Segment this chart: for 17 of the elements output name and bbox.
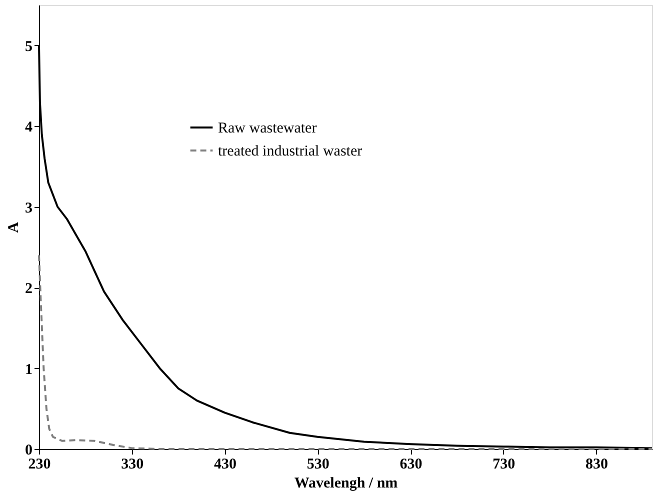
x-tick-label: 430 [214, 456, 237, 472]
x-tick-label: 830 [586, 456, 608, 472]
x-axis-title: Wavelengh / nm [294, 476, 398, 492]
y-tick-label: 3 [25, 200, 32, 216]
y-tick-label: 2 [25, 281, 32, 298]
y-tick-label: 1 [25, 362, 32, 378]
y-tick-label: 5 [25, 38, 32, 55]
y-axis-title: A [6, 222, 22, 233]
legend-label: treated industrial waster [218, 144, 362, 160]
x-tick-label: 530 [306, 456, 330, 472]
y-tick-label: 4 [25, 120, 33, 136]
x-tick-label: 630 [400, 456, 422, 472]
legend-label: Raw wastewater [218, 120, 317, 136]
x-tick-label: 330 [121, 456, 144, 472]
x-tick-label: 730 [492, 456, 516, 472]
y-tick-label: 0 [25, 442, 32, 458]
x-tick-label: 230 [28, 456, 51, 472]
